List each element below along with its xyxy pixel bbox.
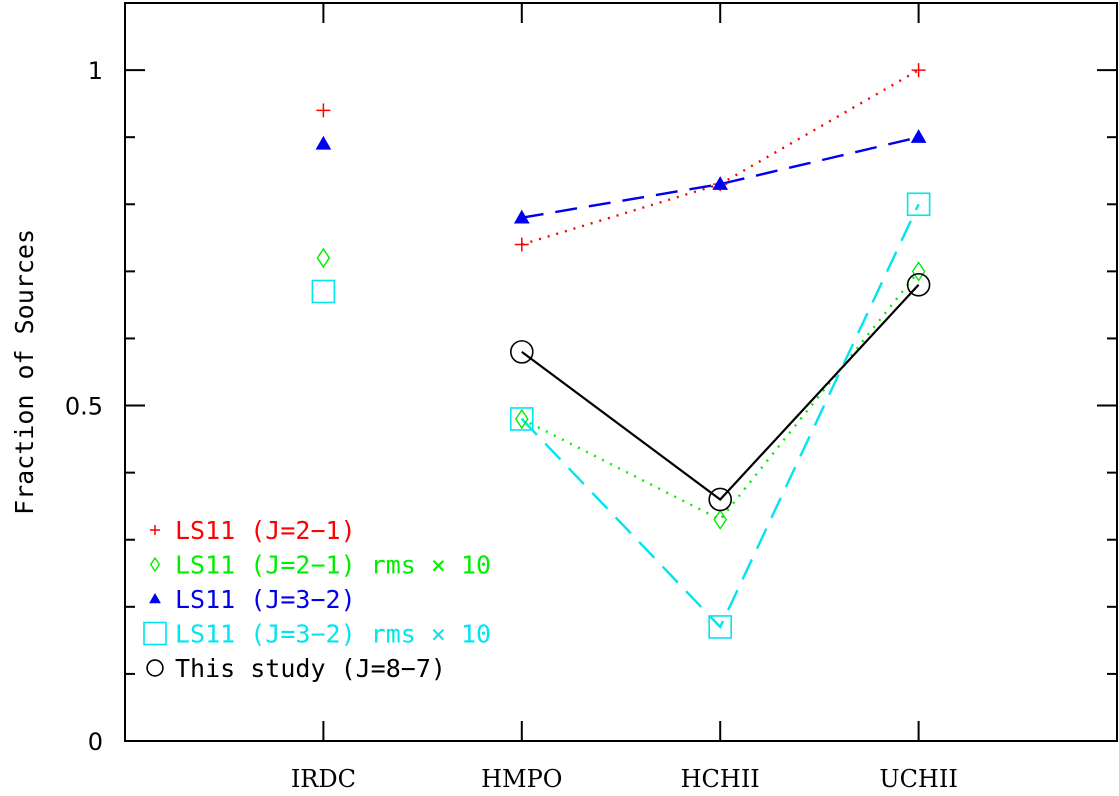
legend-marker (143, 621, 167, 646)
legend-label: LS11 (J=2−1) rms × 10 (175, 551, 491, 580)
data-point (514, 408, 529, 430)
legend-marker (149, 524, 161, 536)
legend-marker (146, 659, 164, 677)
data-point (509, 340, 534, 364)
data-point (911, 63, 926, 78)
legend-marker (149, 556, 161, 573)
x-tick-label: IRDC (291, 765, 356, 793)
legend-label: LS11 (J=3−2) (175, 585, 356, 614)
series-line (520, 203, 920, 630)
data-point (509, 407, 534, 431)
data-point (713, 509, 728, 530)
data-point (906, 192, 931, 217)
legend-marker (149, 592, 161, 604)
data-point (708, 615, 733, 639)
x-axis-ticks: IRDC HMPO HCHII UCHII (291, 3, 958, 793)
data-point (513, 209, 530, 224)
y-axis-label: Fraction of Sources (10, 229, 39, 515)
series-lines (520, 69, 920, 630)
series-line (521, 284, 920, 501)
data-point (316, 103, 331, 118)
legend: LS11 (J=2−1) LS11 (J=2−1) rms × 10 LS11 (J… (143, 516, 491, 683)
x-tick-label: HMPO (481, 765, 562, 793)
x-tick-label: HCHII (681, 765, 760, 793)
data-point (514, 237, 529, 252)
legend-label: LS11 (J=2−1) (175, 516, 356, 545)
data-point (911, 261, 926, 282)
y-tick-label: 0 (88, 728, 103, 756)
plot-frame (124, 2, 1118, 742)
y-tick-label: 1 (88, 57, 103, 85)
data-point (910, 129, 927, 143)
data-point (316, 247, 331, 269)
series-line (521, 69, 920, 246)
data-point (712, 176, 729, 190)
x-tick-label: UCHII (879, 765, 957, 793)
data-point (906, 272, 931, 297)
y-tick-label: 0.5 (65, 393, 103, 421)
data-point (315, 135, 332, 150)
legend-label: LS11 (J=3−2) rms × 10 (175, 620, 491, 649)
data-point (311, 279, 336, 304)
series-markers (311, 63, 931, 639)
legend-label: This study (J=8−7) (175, 654, 446, 683)
y-axis-ticks: 00.51 (65, 2, 1117, 756)
data-point (708, 487, 733, 512)
